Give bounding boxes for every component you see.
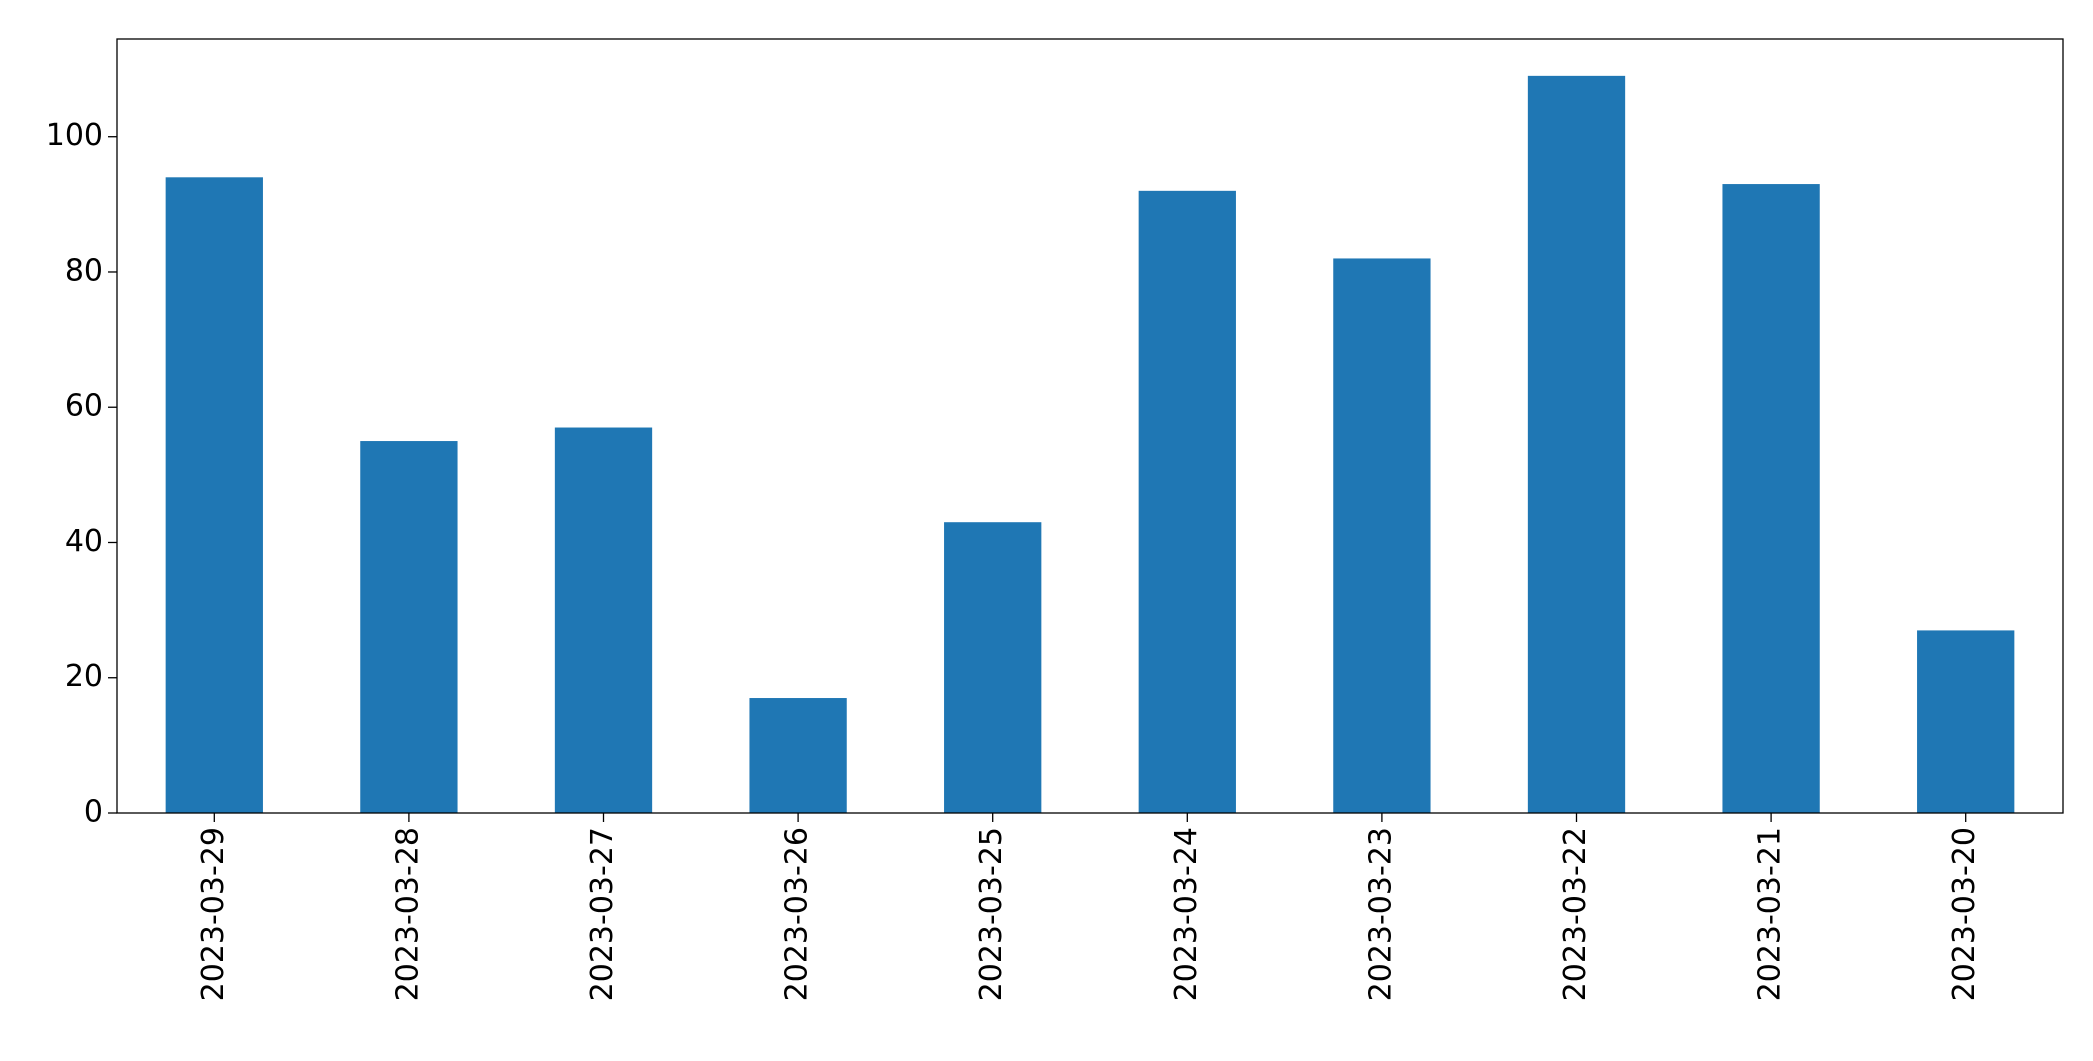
x-tick-label: 2023-03-27 <box>585 827 620 1001</box>
plot-frame <box>116 38 2064 814</box>
x-tick-label: 2023-03-22 <box>1558 827 1593 1001</box>
x-tick-label: 2023-03-24 <box>1169 827 1204 1001</box>
x-tick-label: 2023-03-26 <box>780 827 815 1001</box>
bar <box>1527 75 1626 814</box>
bar <box>1333 258 1431 813</box>
x-tick-label: 2023-03-28 <box>390 827 425 1001</box>
bar <box>944 522 1042 813</box>
x-tick-label: 2023-03-25 <box>974 827 1009 1001</box>
x-tick-label: 2023-03-23 <box>1363 827 1398 1001</box>
y-tick-label: 0 <box>84 795 103 830</box>
bar <box>360 441 458 813</box>
bar <box>554 427 653 813</box>
bar <box>1722 184 1820 814</box>
bar <box>1917 630 2015 813</box>
y-tick-label: 40 <box>65 524 103 559</box>
y-tick-label: 100 <box>46 118 103 153</box>
bar <box>1138 190 1236 814</box>
bar <box>165 177 263 813</box>
bar <box>749 698 847 813</box>
y-tick-label: 20 <box>65 659 103 694</box>
y-tick-label: 80 <box>65 253 103 288</box>
x-tick-label: 2023-03-20 <box>1947 827 1982 1001</box>
x-tick-label: 2023-03-29 <box>196 827 231 1001</box>
y-tick-label: 60 <box>65 389 103 424</box>
x-tick-label: 2023-03-21 <box>1753 827 1788 1001</box>
